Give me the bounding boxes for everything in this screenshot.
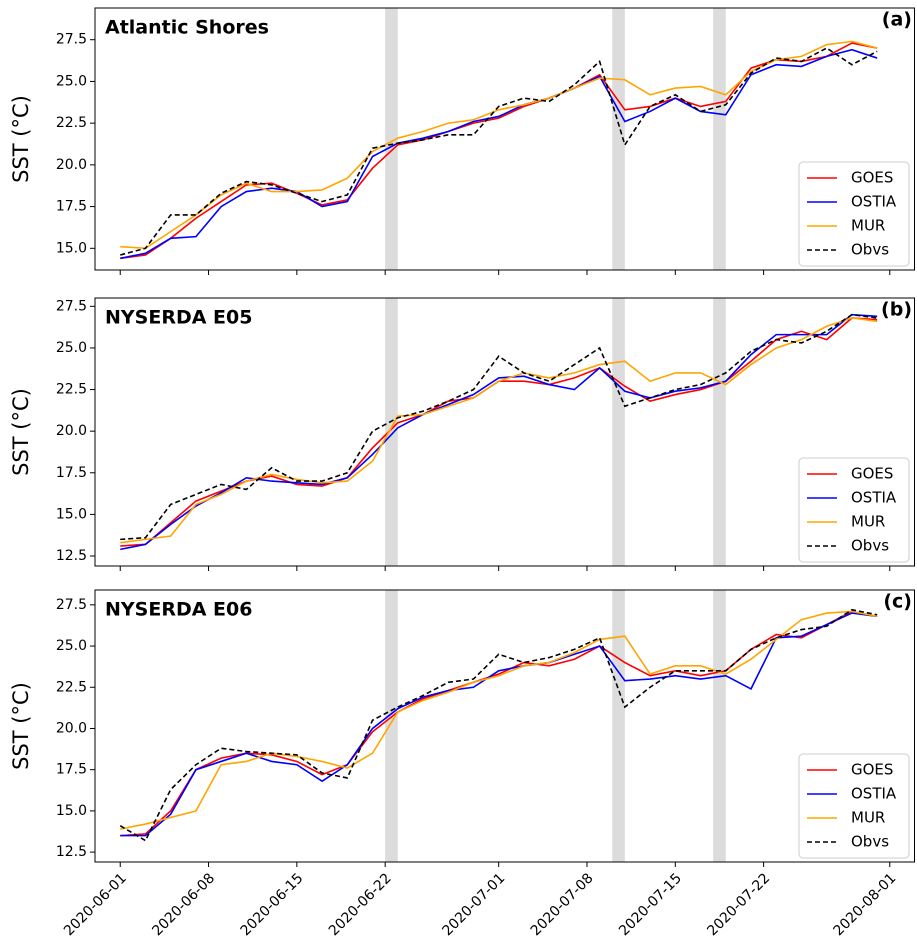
- shaded-span: [713, 590, 726, 862]
- shaded-span: [612, 590, 625, 862]
- y-tick-label: 22.5: [56, 679, 87, 695]
- legend-label: MUR: [851, 513, 885, 531]
- y-axis-label: SST (°C): [9, 388, 33, 476]
- series-line: [120, 47, 878, 256]
- series-line: [119, 608, 878, 842]
- shaded-span: [385, 590, 398, 862]
- shaded-span: [612, 298, 625, 566]
- x-tick-label: 2020-07-01: [439, 870, 508, 939]
- y-tick-label: 22.5: [56, 115, 87, 131]
- x-tick-label: 2020-06-22: [326, 870, 395, 939]
- y-tick-label: 12.5: [56, 548, 87, 564]
- legend-label: OSTIA: [851, 489, 897, 507]
- series-line: [120, 313, 878, 551]
- panel-label: (a): [882, 9, 912, 31]
- legend-label: Obvs: [851, 537, 889, 555]
- legend-label: Obvs: [851, 833, 889, 851]
- shaded-span: [612, 8, 625, 270]
- y-tick-label: 15.0: [56, 803, 87, 819]
- x-tick-label: 2020-08-01: [831, 870, 900, 939]
- axes-frame: [94, 7, 915, 271]
- x-tick-label: 2020-06-15: [238, 870, 307, 939]
- legend-label: OSTIA: [851, 785, 897, 803]
- legend-label: MUR: [851, 217, 885, 235]
- legend-label: Obvs: [851, 241, 889, 259]
- y-tick-label: 27.5: [56, 597, 87, 613]
- series-line: [120, 42, 878, 260]
- x-tick-label: 2020-07-22: [704, 870, 773, 939]
- panel-title: NYSERDA E06: [105, 599, 252, 621]
- legend-label: GOES: [851, 169, 893, 187]
- y-tick-label: 20.0: [56, 157, 87, 173]
- series-line: [120, 48, 878, 260]
- legend-label: GOES: [851, 465, 893, 483]
- axes-frame: [94, 589, 915, 863]
- legend-label: GOES: [851, 761, 893, 779]
- series-line: [120, 610, 878, 837]
- y-tick-label: 25.0: [56, 73, 87, 89]
- y-tick-label: 17.5: [56, 199, 87, 215]
- x-tick-label: 2020-06-01: [61, 870, 130, 939]
- series-line: [120, 610, 878, 830]
- x-tick-label: 2020-06-08: [149, 870, 218, 939]
- y-tick-label: 27.5: [56, 298, 87, 314]
- legend-box: [798, 753, 910, 859]
- legend-label: OSTIA: [851, 193, 897, 211]
- y-tick-label: 15.0: [56, 240, 87, 256]
- y-tick-label: 25.0: [56, 638, 87, 654]
- y-axis-label: SST (°C): [9, 682, 33, 770]
- y-tick-label: 12.5: [56, 844, 87, 860]
- axes-frame: [94, 297, 915, 567]
- panel-label: (b): [881, 299, 912, 321]
- series-line: [120, 612, 878, 837]
- shaded-span: [713, 298, 726, 566]
- y-tick-label: 20.0: [56, 720, 87, 736]
- y-tick-label: 17.5: [56, 762, 87, 778]
- series-line: [120, 40, 878, 250]
- legend-label: MUR: [851, 809, 885, 827]
- panel-title: Atlantic Shores: [105, 17, 269, 39]
- x-tick-label: 2020-07-08: [528, 870, 597, 939]
- y-axis-label: SST (°C): [9, 95, 33, 183]
- y-tick-label: 25.0: [56, 340, 87, 356]
- shaded-span: [713, 8, 726, 270]
- shaded-span: [385, 8, 398, 270]
- y-tick-label: 17.5: [56, 465, 87, 481]
- panel-title: NYSERDA E05: [105, 307, 252, 329]
- y-tick-label: 22.5: [56, 382, 87, 398]
- legend-box: [798, 457, 910, 563]
- x-tick-label: 2020-07-15: [616, 870, 685, 939]
- shaded-span: [385, 298, 398, 566]
- series-line: [120, 317, 878, 547]
- series-line: [120, 317, 878, 544]
- legend-box: [798, 161, 910, 267]
- y-tick-label: 15.0: [56, 506, 87, 522]
- panel-label: (c): [883, 591, 912, 613]
- y-tick-label: 20.0: [56, 423, 87, 439]
- y-tick-label: 27.5: [56, 32, 87, 48]
- series-line: [120, 313, 878, 541]
